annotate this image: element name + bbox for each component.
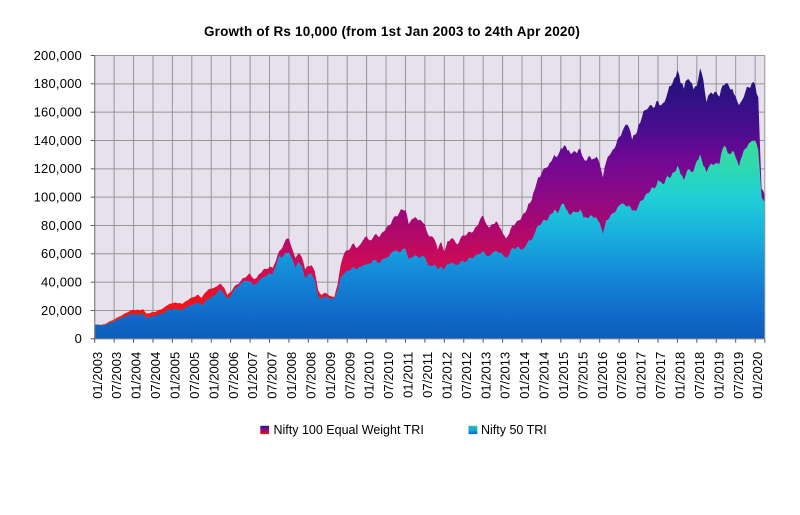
svg-text:01/2018: 01/2018 [673,352,688,399]
svg-text:01/2019: 01/2019 [711,352,726,399]
svg-text:07/2008: 07/2008 [303,352,318,399]
svg-text:01/2015: 01/2015 [556,352,571,399]
svg-text:07/2011: 07/2011 [420,352,435,398]
svg-text:01/2010: 01/2010 [362,352,377,399]
svg-text:07/2005: 07/2005 [187,352,202,399]
svg-text:120,000: 120,000 [34,161,82,176]
svg-text:01/2007: 01/2007 [245,352,260,399]
svg-text:160,000: 160,000 [34,105,82,120]
svg-text:01/2006: 01/2006 [206,352,221,399]
svg-text:01/2008: 01/2008 [284,352,299,399]
svg-text:80,000: 80,000 [41,218,82,233]
svg-text:40,000: 40,000 [41,274,82,289]
svg-text:07/2014: 07/2014 [537,352,552,399]
svg-text:07/2010: 07/2010 [381,352,396,399]
svg-text:01/2005: 01/2005 [167,352,182,399]
svg-text:Nifty 100 Equal Weight TRI: Nifty 100 Equal Weight TRI [274,423,424,437]
svg-text:Growth of Rs 10,000 (from 1st: Growth of Rs 10,000 (from 1st Jan 2003 t… [204,24,580,39]
svg-text:140,000: 140,000 [34,133,82,148]
svg-text:01/2014: 01/2014 [517,352,532,399]
svg-text:180,000: 180,000 [34,76,82,91]
svg-text:01/2009: 01/2009 [323,352,338,399]
svg-text:01/2013: 01/2013 [478,352,493,399]
svg-text:200,000: 200,000 [34,48,82,63]
svg-text:07/2009: 07/2009 [342,352,357,399]
svg-text:01/2004: 01/2004 [129,352,144,399]
svg-text:01/2003: 01/2003 [90,352,105,399]
svg-text:01/2017: 01/2017 [634,352,649,399]
svg-text:07/2003: 07/2003 [109,352,124,399]
svg-text:01/2020: 01/2020 [750,352,765,399]
svg-text:01/2011: 01/2011 [401,352,416,398]
svg-text:Nifty 50 TRI: Nifty 50 TRI [481,423,547,437]
svg-text:60,000: 60,000 [41,246,82,261]
svg-text:07/2018: 07/2018 [692,352,707,399]
svg-text:07/2007: 07/2007 [265,352,280,399]
svg-text:20,000: 20,000 [41,303,82,318]
svg-text:0: 0 [75,331,82,346]
svg-text:07/2016: 07/2016 [614,352,629,399]
svg-text:07/2004: 07/2004 [148,352,163,399]
svg-text:07/2015: 07/2015 [575,352,590,399]
svg-text:01/2016: 01/2016 [595,352,610,399]
svg-text:07/2006: 07/2006 [226,352,241,399]
svg-text:07/2017: 07/2017 [653,352,668,399]
svg-text:07/2019: 07/2019 [731,352,746,399]
svg-text:07/2013: 07/2013 [498,352,513,399]
svg-text:01/2012: 01/2012 [439,352,454,399]
svg-text:100,000: 100,000 [34,190,82,205]
svg-text:07/2012: 07/2012 [459,352,474,399]
